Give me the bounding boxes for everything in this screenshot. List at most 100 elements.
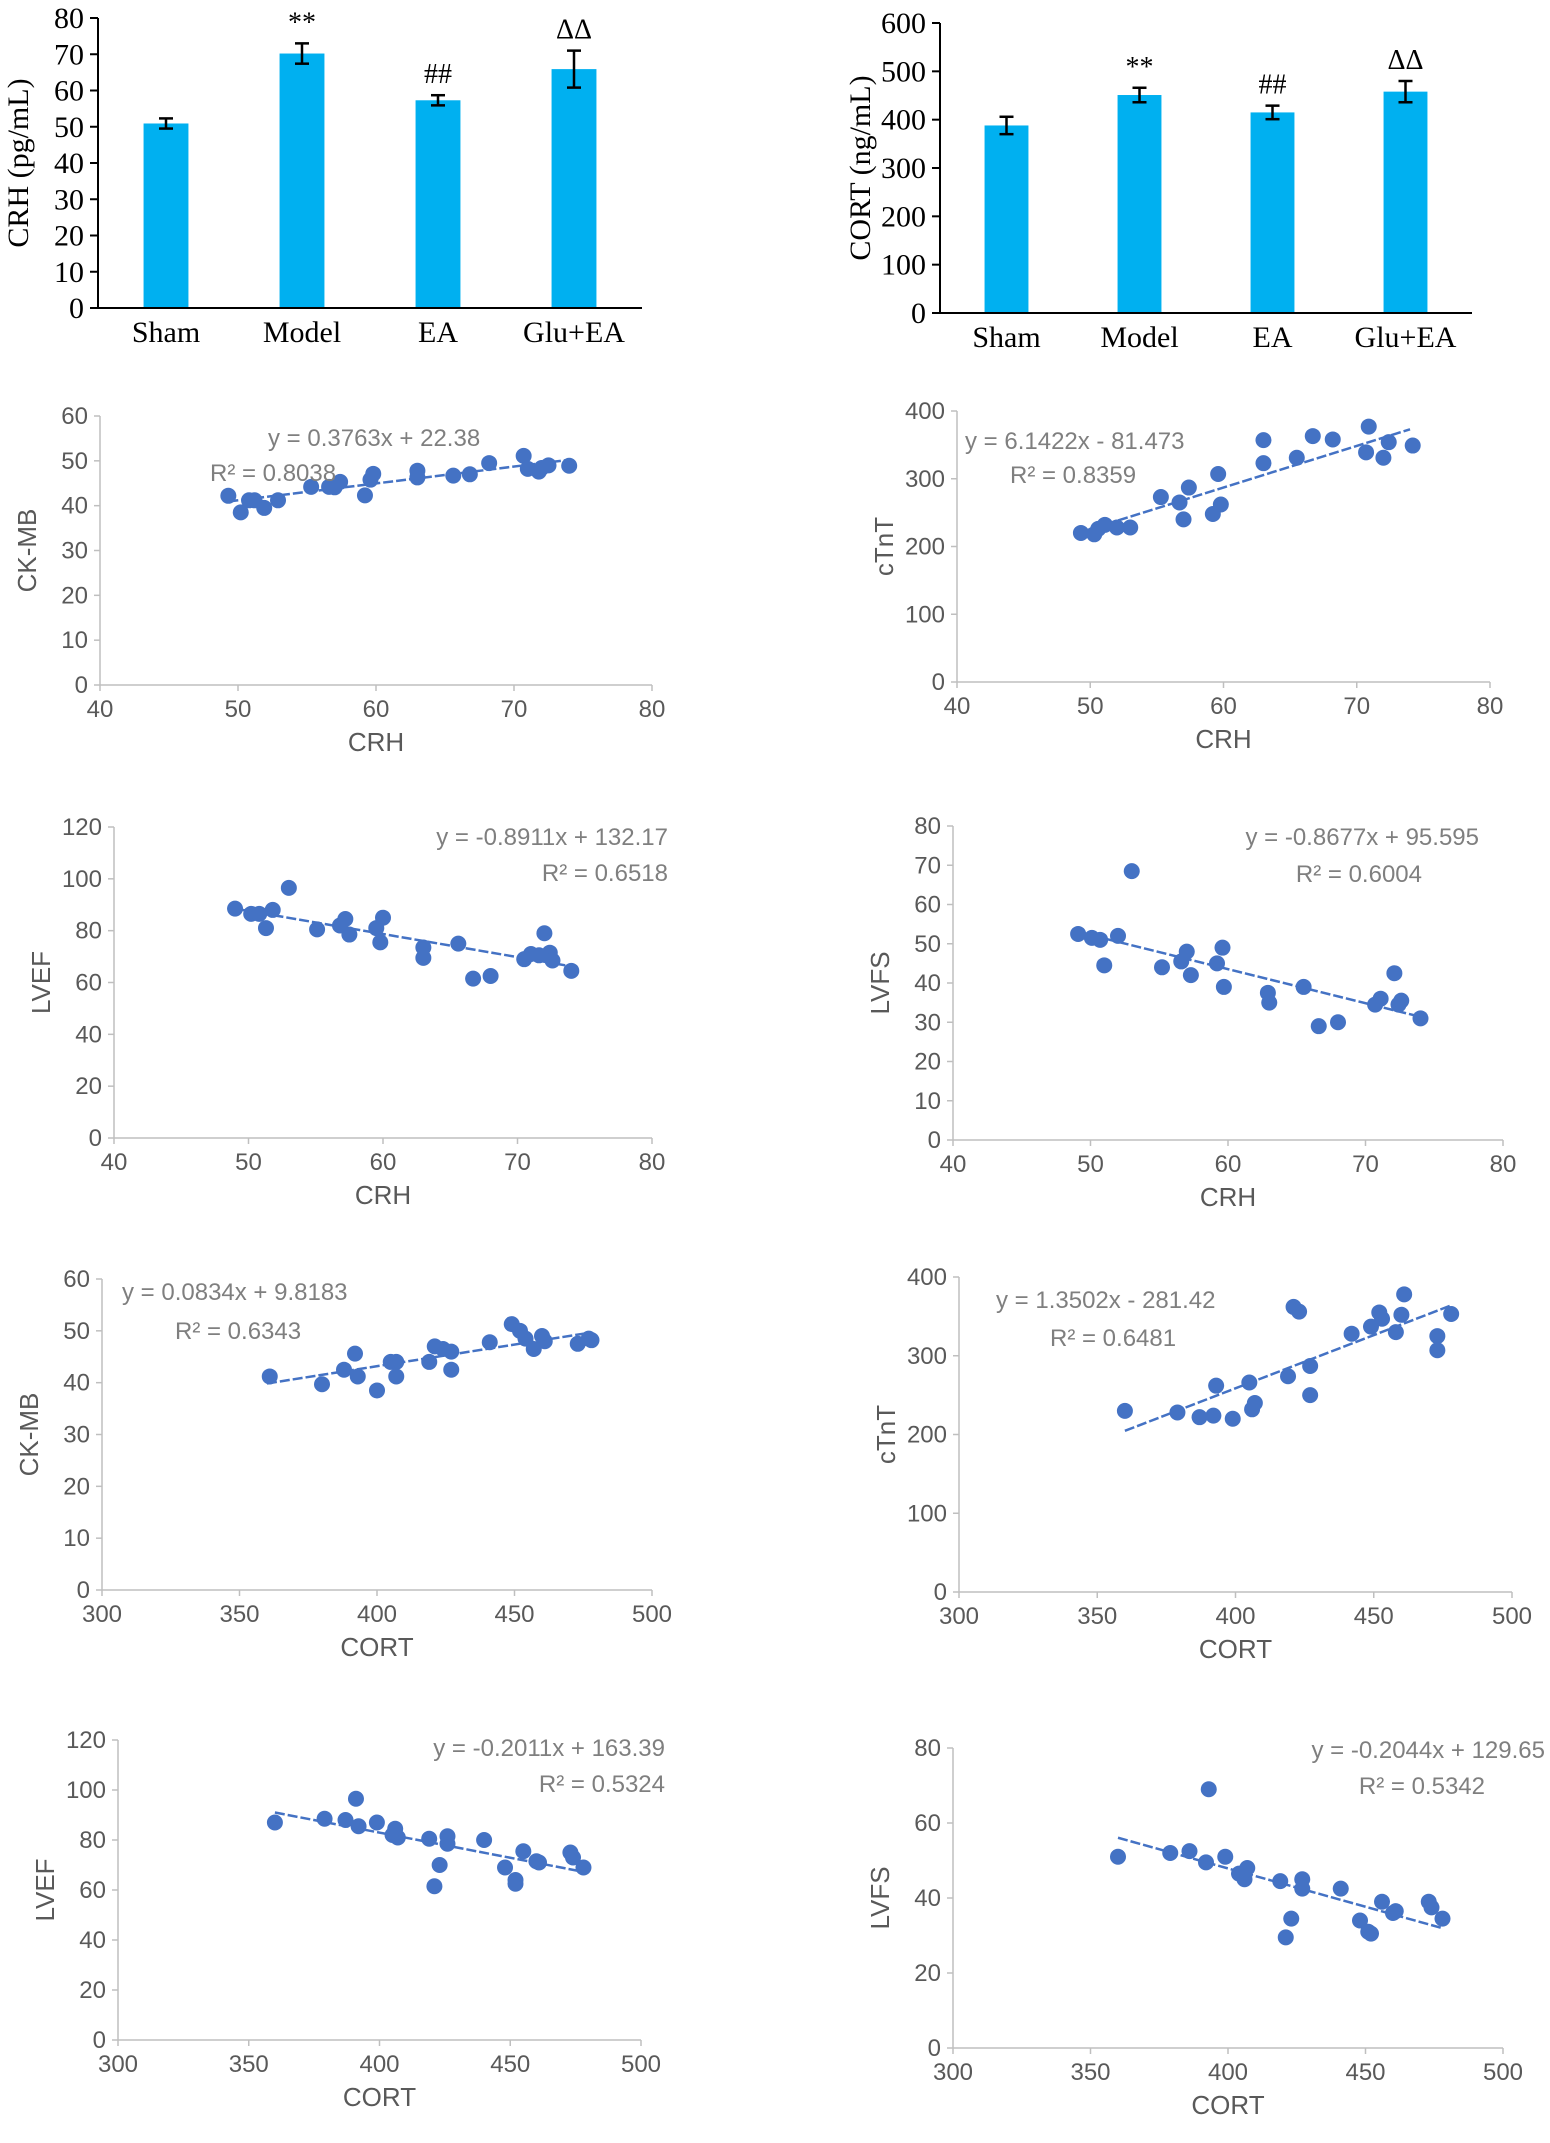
data-point — [1375, 449, 1392, 466]
bar — [551, 69, 597, 308]
data-point — [1363, 1925, 1379, 1942]
r-squared-label: R² = 0.8038 — [210, 460, 336, 487]
data-point — [563, 962, 580, 979]
x-tick-label: 80 — [639, 1149, 666, 1176]
data-point — [1374, 1310, 1391, 1327]
x-tick-label: 50 — [1077, 1151, 1104, 1178]
data-point — [1181, 1843, 1198, 1860]
data-point — [264, 901, 281, 918]
y-tick-label: 300 — [881, 152, 926, 185]
data-point — [544, 952, 561, 969]
trendline — [228, 458, 570, 503]
y-axis-title: CK-MB — [12, 509, 42, 593]
y-axis-title: LVFS — [865, 951, 895, 1014]
data-point — [1070, 925, 1087, 942]
data-point — [1387, 1324, 1404, 1341]
x-axis-title: CRH — [1200, 1182, 1256, 1212]
data-point — [266, 1814, 283, 1831]
y-tick-label: 60 — [914, 892, 941, 919]
data-point — [1108, 519, 1125, 536]
data-point — [565, 1849, 582, 1866]
trendline — [1080, 428, 1411, 534]
y-axis-title: cTnT — [869, 517, 899, 576]
trendline — [1080, 931, 1421, 1019]
data-point — [1205, 1407, 1222, 1424]
y-tick-label: 60 — [61, 403, 88, 430]
x-axis-title: CORT — [1199, 1634, 1272, 1664]
data-point — [575, 1859, 592, 1876]
y-tick-label: 0 — [93, 2027, 106, 2054]
data-point — [389, 1829, 406, 1846]
x-tick-label: 70 — [1352, 1151, 1379, 1178]
data-point — [1423, 1899, 1440, 1916]
data-point — [1372, 990, 1389, 1007]
data-point — [350, 1818, 367, 1835]
y-tick-label: 0 — [77, 1577, 90, 1604]
trendline — [234, 907, 572, 968]
r-squared-label: R² = 0.8359 — [1010, 462, 1136, 489]
x-tick-label: 450 — [490, 2051, 530, 2078]
data-point — [1198, 1854, 1214, 1871]
data-point — [1180, 479, 1197, 496]
y-tick-label: 0 — [934, 1579, 947, 1606]
category-label: Sham — [972, 321, 1040, 354]
data-point — [1393, 1306, 1410, 1323]
y-tick-label: 40 — [914, 970, 941, 997]
data-point — [1210, 466, 1227, 483]
data-point — [443, 1343, 460, 1360]
data-point — [1169, 1404, 1186, 1421]
x-tick-label: 60 — [1215, 1151, 1242, 1178]
x-tick-label: 350 — [1070, 2059, 1110, 2086]
data-point — [1224, 1410, 1241, 1427]
data-point — [1343, 1325, 1360, 1342]
data-point — [388, 1368, 405, 1385]
x-tick-label: 500 — [632, 1601, 672, 1628]
y-tick-label: 20 — [63, 1473, 90, 1500]
y-tick-label: 50 — [914, 931, 941, 958]
data-point — [1214, 939, 1231, 956]
data-point — [1332, 1880, 1349, 1897]
x-tick-label: 450 — [494, 1601, 534, 1628]
category-label: Glu+EA — [523, 316, 625, 349]
data-point — [232, 504, 249, 521]
y-tick-label: 30 — [914, 1009, 941, 1036]
y-tick-label: 80 — [914, 1735, 941, 1762]
y-tick-label: 500 — [881, 55, 926, 88]
y-tick-label: 30 — [61, 538, 88, 565]
y-tick-label: 60 — [914, 1810, 941, 1837]
y-tick-label: 300 — [905, 466, 945, 493]
data-point — [1443, 1306, 1460, 1323]
bar — [415, 100, 461, 308]
y-tick-label: 50 — [63, 1318, 90, 1345]
data-point — [1162, 1845, 1179, 1861]
data-point — [270, 492, 287, 509]
category-label: Sham — [132, 316, 200, 349]
data-point — [1092, 931, 1109, 948]
data-point — [1288, 449, 1305, 466]
y-tick-label: 40 — [54, 147, 84, 180]
data-point — [540, 457, 557, 474]
trendline-equation: y = 6.1422x - 81.473 — [965, 428, 1185, 455]
data-point — [1330, 1014, 1346, 1031]
chart-7: 0 10 20 30 40 50 60 300 350 400 450 500 CORT CK-MB y =… — [14, 1266, 672, 1662]
r-squared-label: R² = 0.6518 — [542, 860, 668, 887]
data-point — [347, 1790, 364, 1807]
y-tick-label: 60 — [54, 75, 84, 108]
x-tick-label: 60 — [1210, 693, 1237, 720]
y-tick-label: 120 — [66, 1727, 106, 1754]
data-point — [1374, 1893, 1390, 1910]
x-tick-label: 400 — [1208, 2059, 1248, 2086]
data-point — [1191, 1409, 1208, 1426]
chart-3: 0 10 20 30 40 50 60 40 50 60 70 80 CRH CK-MB y = 0.376… — [12, 403, 665, 757]
data-point — [1096, 957, 1113, 974]
x-tick-label: 80 — [639, 696, 666, 723]
data-point — [431, 1857, 448, 1873]
data-point — [220, 487, 237, 504]
x-tick-label: 70 — [501, 696, 528, 723]
y-tick-label: 10 — [61, 627, 88, 654]
data-point — [445, 467, 462, 484]
data-point — [1302, 1357, 1319, 1374]
y-tick-label: 400 — [881, 104, 926, 137]
y-tick-label: 40 — [914, 1885, 941, 1912]
bar — [143, 123, 189, 308]
